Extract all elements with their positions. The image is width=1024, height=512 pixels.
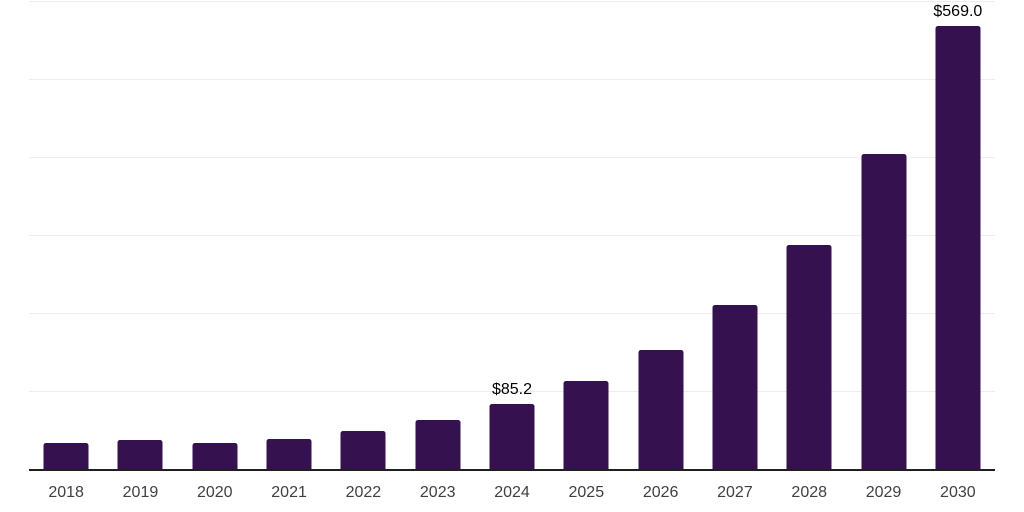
bar-2025 (563, 381, 609, 470)
bar-2026 (638, 349, 684, 470)
bar-2030 (935, 26, 981, 470)
gridline-600 (29, 1, 995, 2)
bar-2022 (340, 431, 386, 470)
gridline-200 (29, 313, 995, 315)
x-tick-2020: 2020 (196, 484, 233, 501)
bar-2027 (712, 305, 758, 470)
bar-2023 (415, 420, 461, 470)
x-axis-line (29, 469, 995, 471)
x-tick-2026: 2026 (642, 484, 679, 501)
bar-2020 (192, 443, 238, 470)
x-tick-2027: 2027 (717, 484, 753, 501)
gridline-400 (29, 157, 995, 159)
bar-2028 (786, 244, 832, 470)
x-tick-2023: 2023 (419, 484, 456, 501)
x-tick-2030: 2030 (940, 484, 976, 501)
x-tick-2022: 2022 (345, 484, 382, 501)
x-tick-2024: 2024 (494, 484, 530, 501)
data-label-2024: $85.2 (491, 380, 533, 398)
x-tick-2021: 2021 (271, 484, 307, 501)
x-tick-2025: 2025 (568, 484, 605, 501)
bar-2024 (489, 403, 535, 470)
data-label-2030: $569.0 (933, 3, 983, 21)
plot-area: $85.2 $569.0 (29, 1, 995, 471)
gridline-300 (29, 235, 995, 236)
x-tick-2029: 2029 (865, 484, 902, 501)
x-tick-2019: 2019 (122, 484, 159, 501)
bar-2019 (117, 439, 163, 470)
bar-2021 (266, 439, 312, 470)
x-tick-2028: 2028 (791, 484, 828, 501)
bar-2029 (861, 154, 907, 470)
gridline-500 (29, 79, 995, 80)
gridline-100 (29, 391, 995, 393)
x-axis-labels: 2018 2019 2020 2021 2022 2023 2024 2025 2026 2027… (29, 484, 995, 504)
x-tick-2018: 2018 (48, 484, 84, 501)
bar-2018 (43, 443, 89, 470)
